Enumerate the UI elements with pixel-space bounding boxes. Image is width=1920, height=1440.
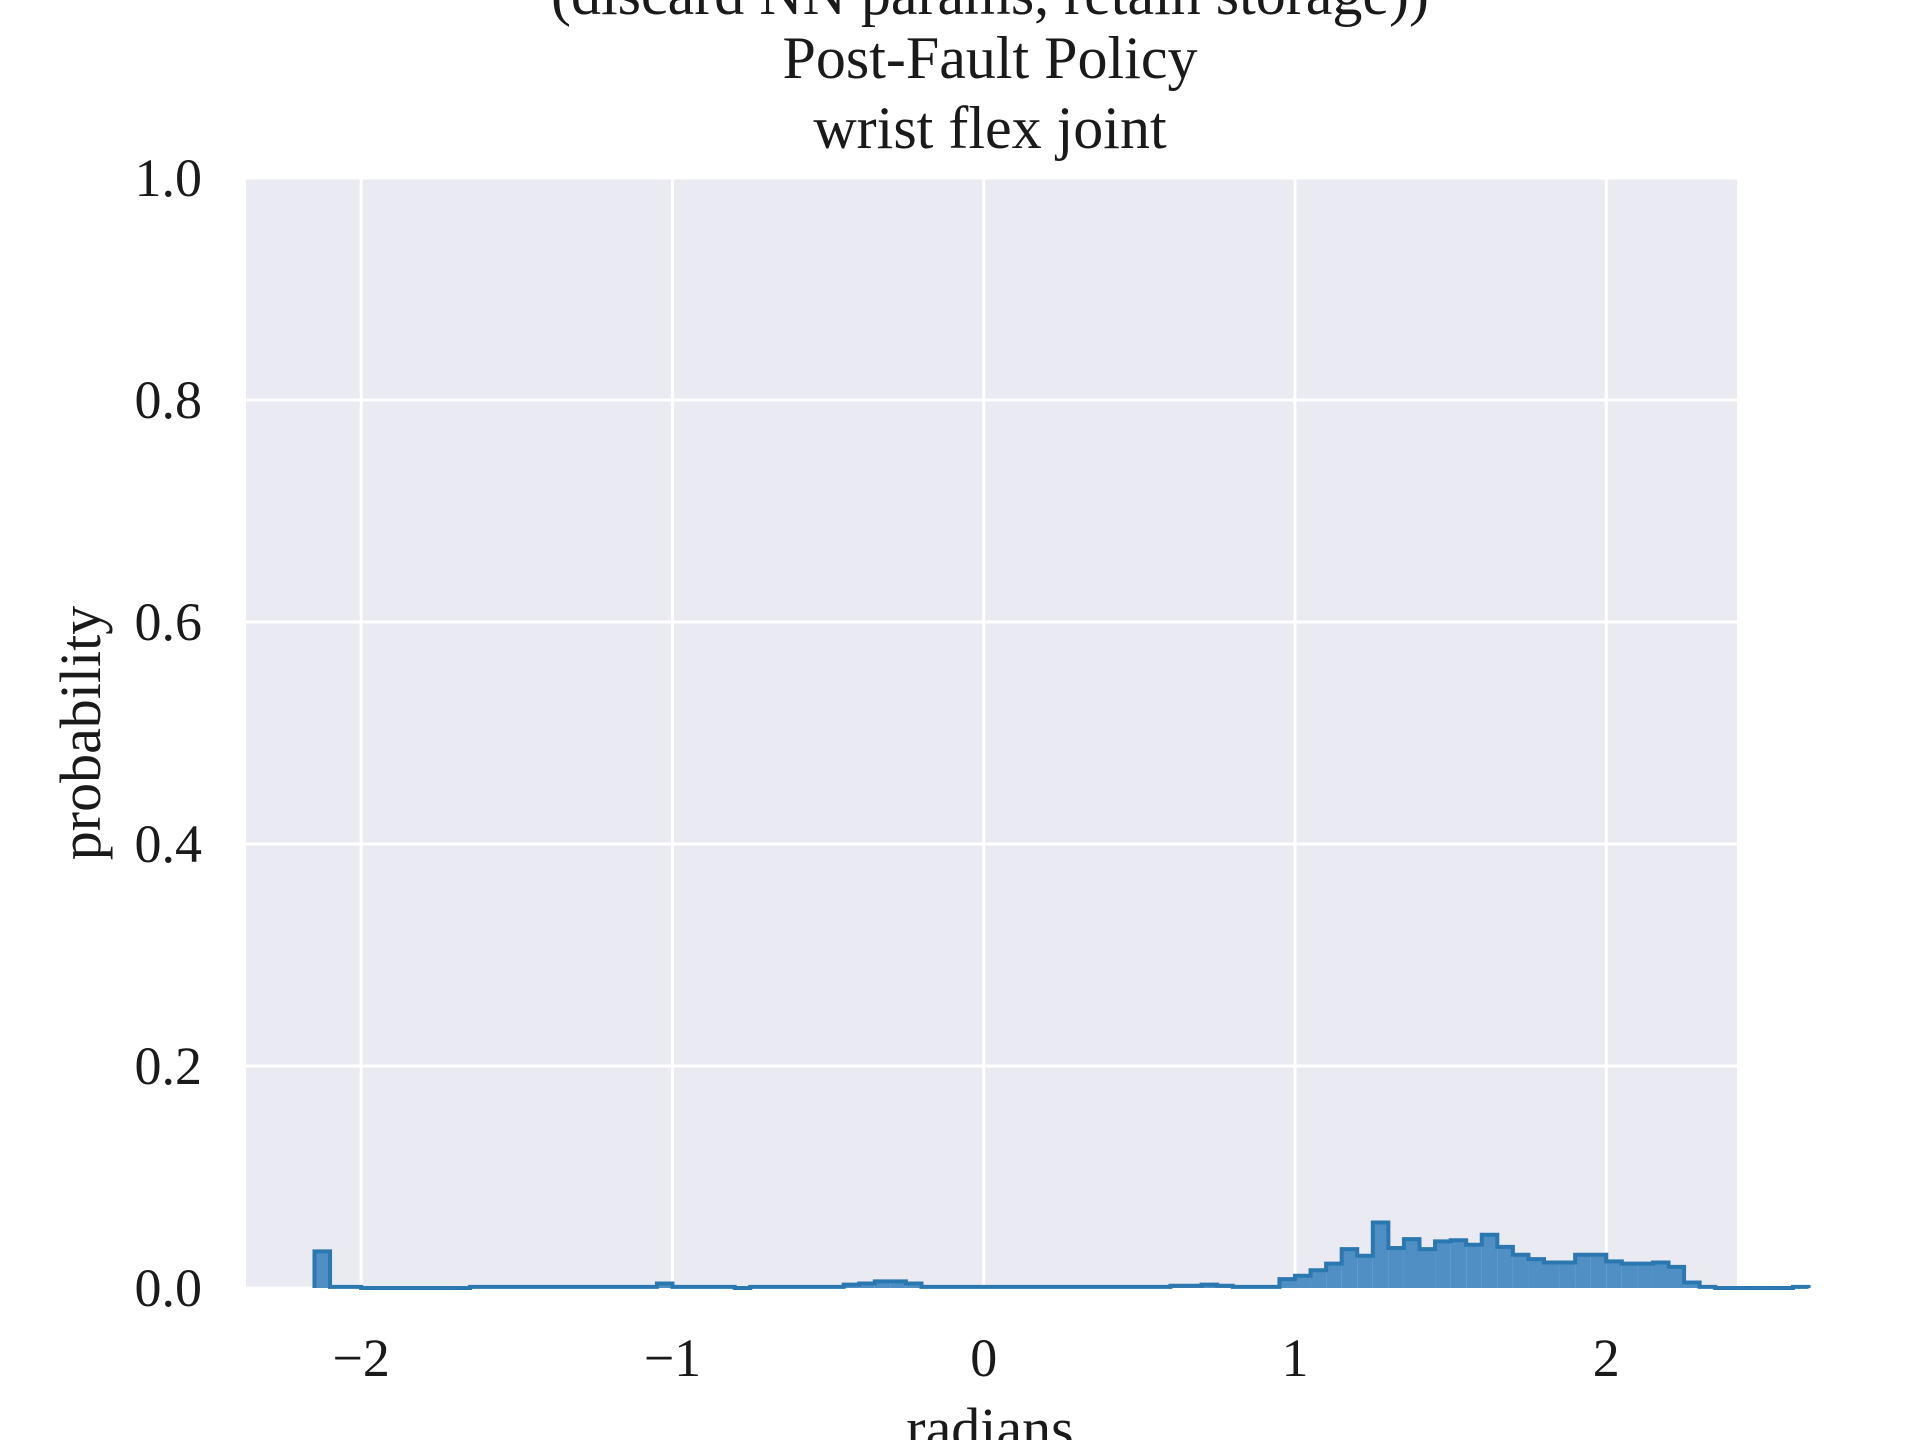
plot-area [246, 178, 1737, 1288]
histogram-bar [1279, 1279, 1295, 1288]
histogram-bar [1684, 1282, 1700, 1288]
title-line-3: wrist flex joint [813, 95, 1167, 161]
histogram-bar [1326, 1263, 1342, 1288]
histogram-bar [859, 1283, 875, 1288]
x-tick-label: 2 [1593, 1328, 1620, 1388]
histogram-bar [1559, 1262, 1576, 1288]
y-tick-label: 0.2 [135, 1036, 203, 1096]
y-tick-label: 0.8 [135, 370, 203, 430]
histogram-bar [1357, 1255, 1373, 1288]
histogram-bar [1419, 1249, 1436, 1288]
histogram-bar [1481, 1234, 1498, 1288]
x-axis-label: radians [906, 1396, 1074, 1440]
x-tick-label: 1 [1281, 1328, 1308, 1388]
histogram-bar [890, 1281, 906, 1288]
histogram-bar [1388, 1248, 1404, 1288]
x-axis-tick-labels: −2 −1 0 1 2 [332, 1328, 1619, 1388]
y-axis-label: probability [48, 606, 113, 861]
histogram-bar [1310, 1270, 1327, 1288]
histogram-bar [1294, 1275, 1311, 1288]
histogram-bar [1544, 1262, 1560, 1288]
histogram-bar [1466, 1244, 1482, 1288]
histogram-bar [1575, 1254, 1591, 1288]
y-tick-label: 0.6 [135, 592, 203, 652]
title-line-1: (discard NN params, retain storage)) [551, 0, 1429, 27]
histogram-bar [1637, 1263, 1653, 1288]
histogram-bar [874, 1281, 891, 1288]
y-tick-label: 0.0 [135, 1258, 203, 1318]
histogram-bar [1528, 1259, 1545, 1288]
y-axis-tick-labels: 0.0 0.2 0.4 0.6 0.8 1.0 [135, 148, 203, 1318]
x-tick-label: −2 [332, 1328, 389, 1388]
histogram-bar [314, 1251, 331, 1288]
histogram-bar [1372, 1222, 1389, 1288]
histogram-bar [1435, 1241, 1451, 1288]
histogram-bar [1341, 1249, 1358, 1288]
histogram-bar [905, 1283, 922, 1288]
histogram-bar [1652, 1262, 1669, 1288]
histogram-bar [1668, 1266, 1685, 1288]
histogram-bar [656, 1283, 673, 1288]
histogram-bar [1403, 1239, 1420, 1288]
histogram-bar [1606, 1261, 1622, 1288]
title-line-2: Post-Fault Policy [782, 25, 1197, 91]
histogram-bar [1590, 1254, 1607, 1288]
y-tick-label: 0.4 [135, 814, 203, 874]
y-tick-label: 1.0 [135, 148, 203, 208]
x-tick-label: 0 [970, 1328, 997, 1388]
histogram-bar [1512, 1254, 1529, 1288]
chart-title: (discard NN params, retain storage)) Pos… [551, 0, 1429, 161]
histogram-bar [1497, 1246, 1513, 1288]
histogram-bar [1450, 1240, 1467, 1288]
x-tick-label: −1 [644, 1328, 701, 1388]
histogram-outline [312, 1220, 1811, 1290]
histogram-bar [1621, 1263, 1638, 1288]
